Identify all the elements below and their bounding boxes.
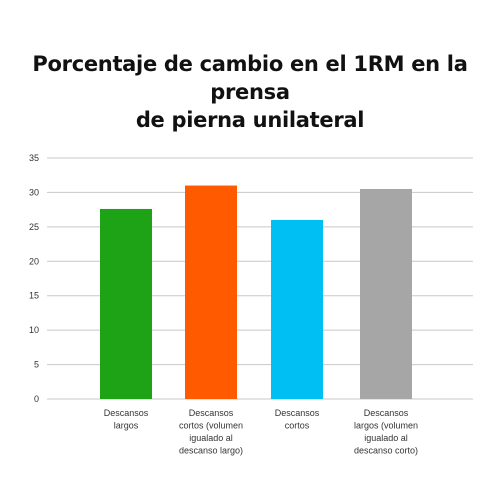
x-category-label-3: Descansos cortos (275, 408, 320, 431)
chart-title-line-2: de pierna unilateral (135, 108, 365, 132)
y-axis-tick-labels: 0 5 10 15 20 25 30 35 (29, 153, 39, 404)
x-axis-category-labels: Descansos largos Descansos cortos (volumen i… (104, 408, 418, 456)
x-category-label-line: igualado al (189, 433, 233, 443)
x-category-label-line: descanso corto) (354, 446, 418, 456)
y-tick-label: 5 (34, 360, 39, 370)
x-category-label-line: cortos (285, 421, 310, 431)
x-category-label-line: Descansos (189, 408, 234, 418)
y-tick-label: 0 (34, 394, 39, 404)
bar-3 (271, 219, 323, 399)
bar-4 (360, 188, 412, 399)
x-category-label-line: igualado al (364, 433, 408, 443)
y-tick-label: 30 (29, 187, 39, 197)
y-tick-label: 20 (29, 256, 39, 266)
y-tick-label: 25 (29, 222, 39, 232)
x-category-label-line: largos (volumen (354, 421, 418, 431)
chart-title-line-1: Porcentaje de cambio en el 1RM en la pre… (32, 52, 468, 104)
x-category-label-line: cortos (volumen (179, 421, 243, 431)
x-category-label-1: Descansos largos (104, 408, 149, 431)
bar-2 (185, 185, 237, 399)
y-tick-label: 15 (29, 291, 39, 301)
chart-title: Porcentaje de cambio en el 1RM en la pre… (0, 50, 500, 134)
y-tick-label: 35 (29, 153, 39, 163)
x-category-label-2: Descansos cortos (volumen igualado al desca… (179, 408, 243, 456)
x-category-label-4: Descansos largos (volumen igualado al desca… (354, 408, 418, 456)
bars (100, 185, 412, 399)
x-category-label-line: Descansos (104, 408, 149, 418)
x-category-label-line: descanso largo) (179, 446, 243, 456)
bar-1 (100, 208, 152, 399)
y-tick-label: 10 (29, 325, 39, 335)
x-category-label-line: Descansos (364, 408, 409, 418)
x-category-label-line: largos (114, 421, 139, 431)
x-category-label-line: Descansos (275, 408, 320, 418)
